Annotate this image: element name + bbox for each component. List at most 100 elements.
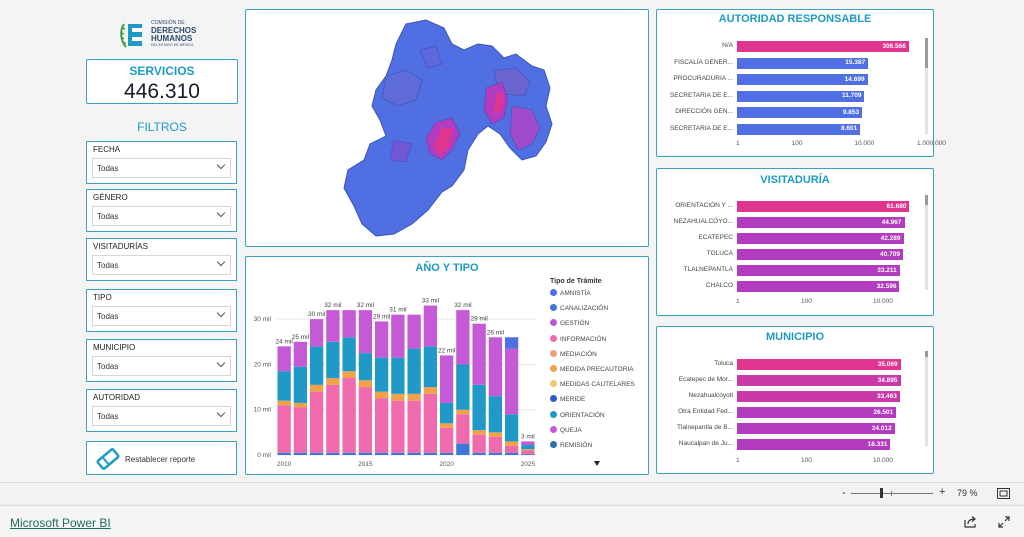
bar-segment[interactable] [374,398,389,453]
bar-segment[interactable] [293,366,308,403]
bar[interactable]: 18.331 [737,439,891,450]
bar-segment[interactable] [521,450,535,455]
bar-segment[interactable] [439,427,454,453]
bar-segment[interactable] [391,452,405,455]
bar-segment[interactable] [358,452,373,455]
zoom-slider-thumb[interactable] [880,488,883,498]
bar-segment[interactable] [472,434,486,453]
bar-segment[interactable] [456,443,470,455]
zoom-slider-track[interactable] [851,493,933,494]
bar-segment[interactable] [521,441,535,446]
bar-segment[interactable] [391,393,405,401]
bar-segment[interactable] [407,393,421,401]
bar-segment[interactable] [277,405,291,453]
bar-segment[interactable] [326,341,340,379]
bar-segment[interactable] [456,414,470,444]
bar-segment[interactable] [293,402,308,408]
bar-segment[interactable] [504,445,519,453]
legend-item[interactable]: AMNISTÍA [550,289,591,297]
bar-segment[interactable] [488,432,503,437]
bar-segment[interactable] [374,391,389,399]
bar-segment[interactable] [488,337,503,397]
bar[interactable]: 32.596 [737,281,900,292]
bar-segment[interactable] [342,337,356,372]
municipio-dropdown[interactable]: Todas [92,356,231,376]
bar-segment[interactable] [504,452,519,455]
bar-segment[interactable] [277,371,291,401]
bar-segment[interactable] [472,384,486,431]
bar[interactable]: 33.463 [737,391,900,402]
legend-item[interactable]: ORIENTACIÓN [550,410,605,419]
legend-scroll-down-icon[interactable] [594,461,600,466]
bar-segment[interactable] [439,452,454,455]
zoom-in-button[interactable]: + [939,486,946,498]
fullscreen-icon[interactable] [998,516,1010,528]
bar[interactable]: 44.967 [737,217,905,228]
bar-segment[interactable] [374,452,389,455]
bar-segment[interactable] [309,452,324,455]
bar-segment[interactable] [342,310,356,338]
bar[interactable]: 34.895 [737,375,901,386]
bar[interactable]: 11.709 [737,90,865,102]
legend-item[interactable]: MEDIDAS CAUTELARES [550,380,635,388]
bar-segment[interactable] [326,384,340,453]
bar-segment[interactable] [456,364,470,410]
visitadurias-dropdown[interactable]: Todas [92,255,231,275]
bar-segment[interactable] [521,454,535,455]
bar-segment[interactable] [423,452,438,455]
bar-segment[interactable] [407,400,421,453]
bar-segment[interactable] [423,387,438,394]
bar[interactable]: 9.853 [737,107,863,118]
bar-segment[interactable] [472,430,486,435]
tipo-dropdown[interactable]: Todas [92,306,231,326]
bar-segment[interactable] [472,323,486,385]
bar-segment[interactable] [342,371,356,379]
bar-segment[interactable] [504,337,519,349]
bar-segment[interactable] [293,341,308,367]
legend-item[interactable]: REMISIÓN [550,441,592,449]
autoridad-scrollbar[interactable] [925,38,928,134]
bar-segment[interactable] [423,393,438,453]
bar[interactable]: 8.601 [737,123,861,135]
legend-item[interactable]: QUEJA [550,425,582,434]
bar-segment[interactable] [504,414,519,442]
estado-de-mexico-map[interactable] [246,10,650,248]
bar-segment[interactable] [293,452,308,455]
bar-segment[interactable] [391,357,405,394]
autoridad-dropdown[interactable]: Todas [92,406,231,426]
bar-segment[interactable] [488,436,503,453]
bar-segment[interactable] [309,391,324,453]
bar-segment[interactable] [407,452,421,455]
zoom-out-button[interactable]: - [842,487,846,499]
bar-segment[interactable] [488,396,503,433]
bar[interactable]: 61.680 [737,201,910,212]
bar-segment[interactable] [326,310,340,342]
bar-segment[interactable] [293,407,308,453]
bar-segment[interactable] [391,314,405,358]
bar-segment[interactable] [358,353,373,381]
bar-segment[interactable] [407,348,421,394]
legend-item[interactable]: CANALIZACIÓN [550,304,608,312]
bar[interactable]: 26.501 [737,407,897,418]
bar-segment[interactable] [407,314,421,349]
fit-to-page-icon[interactable] [997,488,1010,499]
bar-segment[interactable] [472,452,486,455]
reset-report-button[interactable]: Restablecer reporte [86,441,237,475]
bar-segment[interactable] [374,321,389,358]
bar[interactable]: 33.211 [737,265,900,276]
bar-segment[interactable] [504,441,519,446]
bar[interactable]: 40.709 [737,249,903,260]
share-icon[interactable] [964,516,977,528]
bar-segment[interactable] [358,310,373,354]
bar-segment[interactable] [309,346,324,385]
bar-segment[interactable] [342,452,356,455]
bar[interactable]: 35.069 [737,359,901,370]
bar-segment[interactable] [423,346,438,388]
bar-segment[interactable] [439,355,454,403]
bar[interactable]: 306.566 [737,41,909,52]
legend-item[interactable]: INFORMACIÓN [550,334,606,343]
bar[interactable]: 24.012 [737,423,895,434]
bar-segment[interactable] [439,423,454,428]
bar-segment[interactable] [326,378,340,385]
